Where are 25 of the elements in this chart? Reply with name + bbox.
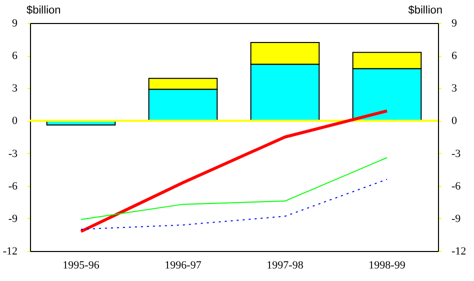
y2-tick-label: 0 xyxy=(452,115,458,128)
line-series xyxy=(80,157,388,220)
y2-tick-label: 9 xyxy=(452,18,458,30)
y-tick-label: -9 xyxy=(8,212,18,225)
line-series xyxy=(80,109,388,233)
x-tick-label: 1998-99 xyxy=(368,260,406,272)
y2-tick-label: 6 xyxy=(452,50,458,62)
x-tick-label: 1995-96 xyxy=(62,260,100,272)
y-tick-label: 9 xyxy=(12,18,18,30)
x-tick-label: 1996-97 xyxy=(164,260,202,272)
y-tick-label: 3 xyxy=(12,82,18,95)
y-axis-title: $billion xyxy=(26,4,61,16)
y2-tick-label: -3 xyxy=(452,148,462,160)
y-tick-label: 0 xyxy=(12,115,18,128)
y-tick-label: -3 xyxy=(8,148,18,160)
y-tick-label: 6 xyxy=(12,50,18,62)
y2-tick-label: -12 xyxy=(452,246,466,258)
line-series xyxy=(80,178,388,230)
x-tick-label: 1997-98 xyxy=(266,260,304,272)
y2-tick-label: -6 xyxy=(452,180,462,192)
y2-tick-label: -9 xyxy=(452,212,462,225)
y-tick-label: -12 xyxy=(2,246,18,258)
y-tick-label: -6 xyxy=(8,180,18,192)
y2-axis-title: $billion xyxy=(408,4,442,16)
y2-tick-label: 3 xyxy=(452,82,458,95)
